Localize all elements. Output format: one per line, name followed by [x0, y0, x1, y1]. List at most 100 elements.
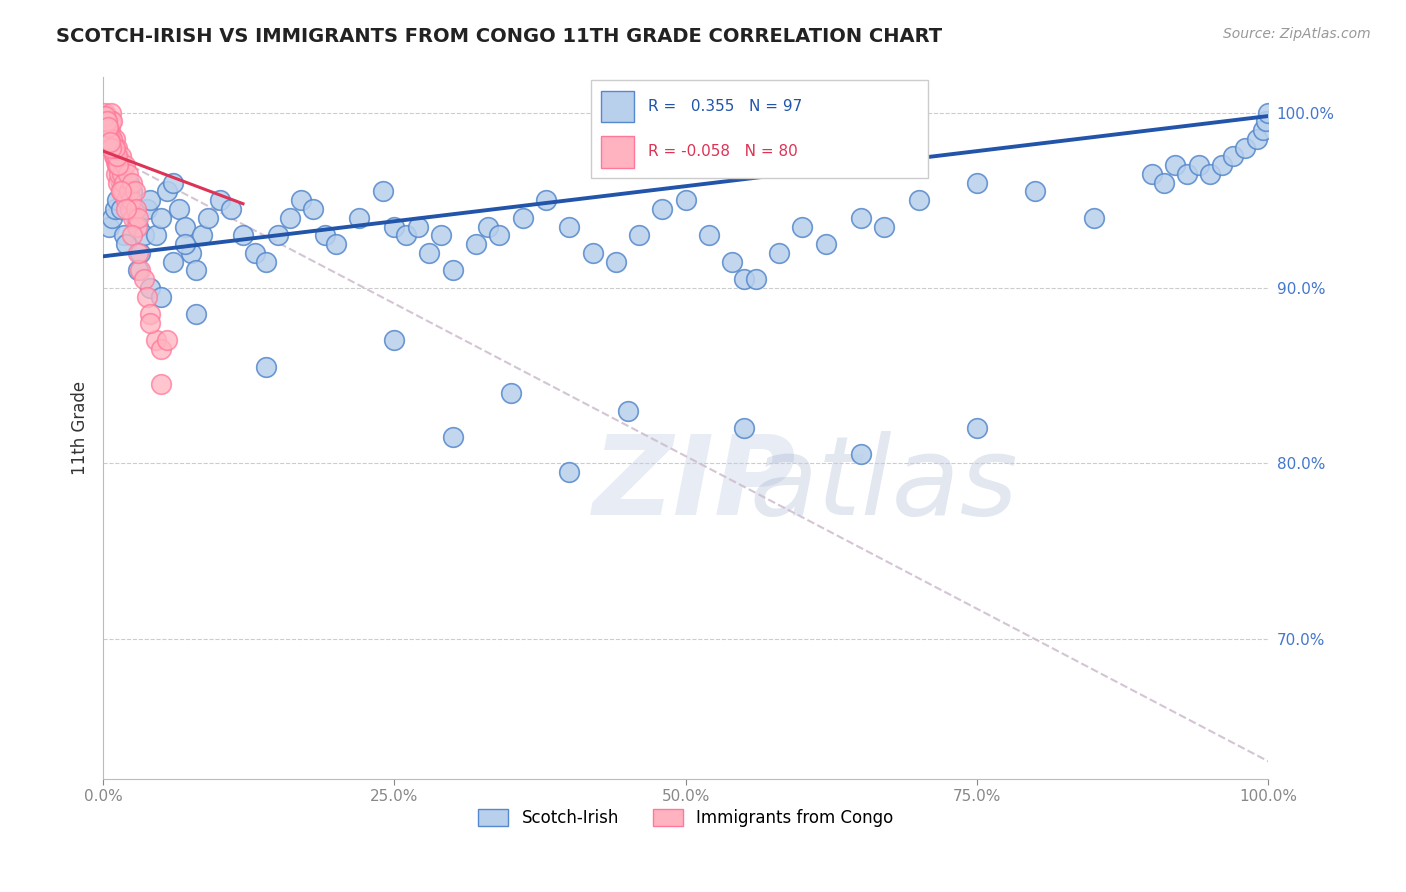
- Point: [100, 140, 122, 154]
- Point: [107, 149, 129, 163]
- Point: [104, 149, 127, 163]
- Point: [97, 120, 120, 134]
- Text: Source: ZipAtlas.com: Source: ZipAtlas.com: [1223, 27, 1371, 41]
- Point: [849, 448, 872, 462]
- Point: [96, 109, 118, 123]
- Point: [97, 132, 120, 146]
- Point: [966, 421, 988, 435]
- Point: [733, 272, 755, 286]
- Point: [120, 193, 142, 207]
- Point: [180, 245, 202, 260]
- Point: [105, 193, 128, 207]
- Point: [111, 167, 134, 181]
- Point: [221, 202, 243, 216]
- Point: [1164, 158, 1187, 172]
- Point: [908, 193, 931, 207]
- Point: [441, 430, 464, 444]
- Point: [94, 109, 117, 123]
- Point: [1175, 167, 1198, 181]
- Point: [873, 219, 896, 234]
- Point: [127, 245, 149, 260]
- Point: [139, 307, 162, 321]
- Point: [96, 114, 118, 128]
- Point: [107, 158, 129, 172]
- Point: [499, 386, 522, 401]
- Point: [121, 185, 143, 199]
- Point: [132, 272, 155, 286]
- Point: [94, 105, 117, 120]
- Point: [97, 123, 120, 137]
- Point: [101, 114, 124, 128]
- Point: [115, 193, 138, 207]
- Point: [406, 219, 429, 234]
- Point: [98, 132, 121, 146]
- Point: [254, 359, 277, 374]
- Bar: [600, 91, 634, 122]
- Point: [173, 237, 195, 252]
- Point: [103, 140, 125, 154]
- Point: [1234, 140, 1257, 154]
- Point: [477, 219, 499, 234]
- Point: [162, 254, 184, 268]
- Point: [110, 185, 132, 199]
- Point: [792, 219, 814, 234]
- Point: [208, 193, 231, 207]
- Point: [628, 228, 651, 243]
- Point: [150, 211, 173, 225]
- Point: [314, 228, 336, 243]
- Point: [150, 343, 173, 357]
- Point: [349, 211, 371, 225]
- Point: [108, 167, 131, 181]
- Point: [101, 140, 124, 154]
- Point: [1024, 185, 1046, 199]
- Point: [197, 211, 219, 225]
- Point: [384, 219, 406, 234]
- Point: [145, 228, 167, 243]
- FancyBboxPatch shape: [591, 80, 928, 178]
- Point: [418, 245, 440, 260]
- Point: [581, 245, 603, 260]
- Point: [325, 237, 347, 252]
- Point: [651, 202, 673, 216]
- Point: [104, 140, 127, 154]
- Point: [162, 176, 184, 190]
- Point: [97, 127, 120, 141]
- Point: [117, 167, 139, 181]
- Point: [744, 272, 766, 286]
- Point: [1140, 167, 1163, 181]
- Point: [150, 290, 173, 304]
- Point: [675, 193, 697, 207]
- Point: [127, 263, 149, 277]
- Point: [733, 421, 755, 435]
- Point: [1211, 158, 1233, 172]
- Point: [101, 132, 124, 146]
- Point: [605, 254, 627, 268]
- Point: [849, 211, 872, 225]
- Text: SCOTCH-IRISH VS IMMIGRANTS FROM CONGO 11TH GRADE CORRELATION CHART: SCOTCH-IRISH VS IMMIGRANTS FROM CONGO 11…: [56, 27, 942, 45]
- Point: [1187, 158, 1209, 172]
- Point: [97, 123, 120, 137]
- Point: [104, 154, 127, 169]
- Point: [101, 140, 124, 154]
- Point: [186, 263, 208, 277]
- Point: [108, 158, 131, 172]
- Point: [101, 140, 124, 154]
- Point: [110, 149, 132, 163]
- Point: [104, 132, 127, 146]
- Bar: [600, 136, 634, 168]
- Point: [107, 176, 129, 190]
- Point: [132, 228, 155, 243]
- Point: [616, 403, 638, 417]
- Point: [1153, 176, 1175, 190]
- Text: ZIP: ZIP: [592, 431, 796, 538]
- Point: [156, 185, 179, 199]
- Point: [101, 211, 124, 225]
- Point: [105, 140, 128, 154]
- Point: [150, 377, 173, 392]
- Point: [114, 158, 136, 172]
- Point: [139, 316, 162, 330]
- Point: [110, 176, 132, 190]
- Point: [115, 237, 138, 252]
- Point: [139, 281, 162, 295]
- Point: [125, 219, 148, 234]
